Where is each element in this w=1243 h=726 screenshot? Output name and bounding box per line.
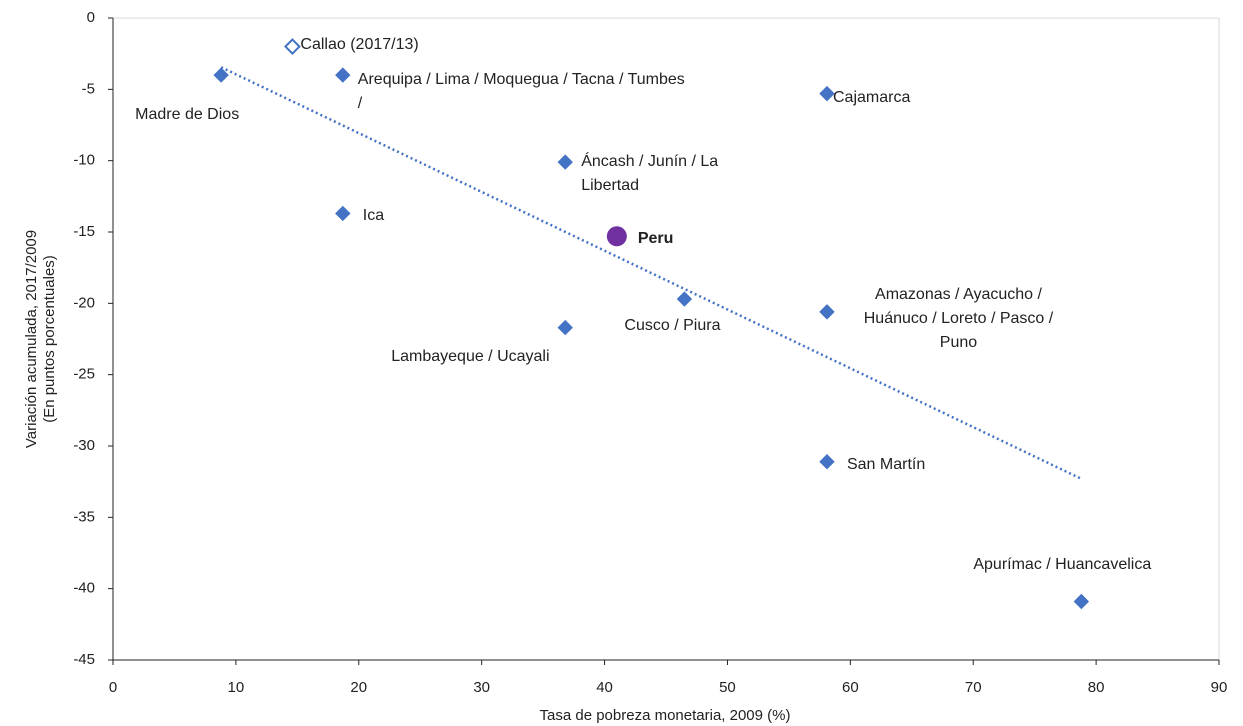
x-tick-label: 70	[965, 679, 982, 696]
y-tick-label: -45	[73, 651, 95, 668]
y-tick-label: -10	[73, 152, 95, 169]
trend-line	[220, 66, 1082, 480]
point-label: Peru	[637, 230, 674, 248]
point-label: Ica	[362, 207, 385, 225]
point-label: Apurímac / Huancavelica	[973, 555, 1152, 573]
point	[819, 453, 835, 470]
point	[335, 67, 351, 83]
y-tick-label: -40	[73, 580, 95, 597]
point	[819, 85, 835, 102]
y-tick-label: -35	[73, 508, 95, 525]
point-label: Madre de Dios	[135, 106, 240, 124]
x-tick-label: 50	[719, 679, 736, 696]
x-tick-label: 10	[228, 679, 245, 696]
point	[557, 154, 573, 170]
y-tick-label: -20	[73, 294, 95, 311]
y-tick-label: -30	[73, 437, 95, 454]
point-label: Amazonas / Ayacucho / Huánuco / Loreto /…	[863, 285, 1054, 351]
point	[606, 226, 627, 247]
point-label: San Martín	[846, 455, 926, 473]
y-tick-label: -15	[73, 223, 95, 240]
point-label: Arequipa / Lima / Moquegua / Tacna / Tum…	[357, 71, 685, 113]
point-label: Callao (2017/13)	[300, 35, 419, 53]
x-axis-title: Tasa de pobreza monetaria, 2009 (%)	[540, 707, 791, 724]
point	[335, 205, 351, 222]
x-tick-label: 80	[1088, 679, 1105, 696]
point	[1073, 593, 1090, 610]
x-tick-label: 40	[596, 679, 613, 696]
y-axis-title: Variación acumulada, 2017/2009	[23, 230, 40, 448]
point-label: Áncash / Junín / La Libertad	[581, 153, 719, 195]
point-label: Cusco / Piura	[624, 317, 721, 335]
point	[676, 291, 693, 307]
point	[284, 38, 301, 55]
x-tick-label: 0	[109, 679, 117, 696]
y-tick-label: -5	[82, 80, 95, 97]
point-label: Lambayeque / Ucayali	[391, 347, 550, 365]
x-tick-label: 90	[1211, 679, 1228, 696]
point-label: Cajamarca	[832, 88, 911, 106]
y-tick-label: 0	[87, 9, 95, 26]
point	[557, 319, 573, 336]
point	[819, 304, 835, 320]
x-tick-label: 30	[473, 679, 490, 696]
x-tick-label: 20	[350, 679, 367, 696]
y-axis-title: (En puntos porcentuales)	[41, 255, 58, 423]
point	[213, 67, 229, 83]
x-tick-label: 60	[842, 679, 859, 696]
y-tick-label: -25	[73, 366, 95, 383]
